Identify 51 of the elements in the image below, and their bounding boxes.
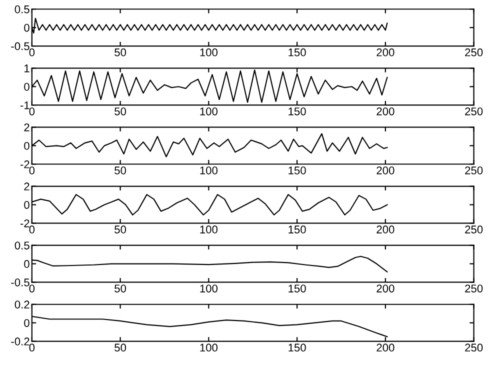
x-tick-label: 200 — [376, 284, 394, 292]
x-tick-label: 150 — [288, 48, 306, 56]
y-tick-label: 0 — [24, 200, 30, 209]
y-tick-label: 0.5 — [14, 5, 30, 14]
y-tick-label: 1 — [24, 64, 30, 72]
y-tick-label: -2 — [20, 219, 30, 228]
x-tick-label: 100 — [200, 107, 218, 116]
x-tick-label: 200 — [376, 226, 394, 234]
y-tick-label: 0 — [24, 82, 30, 91]
x-tick-label: 100 — [200, 226, 218, 234]
y-tick-label: -0.2 — [11, 338, 30, 346]
y-tick-label: 0.5 — [14, 242, 30, 250]
x-tick-label: 100 — [200, 344, 218, 352]
y-tick-label: -1 — [20, 101, 30, 110]
x-tick-label: 250 — [465, 166, 483, 174]
x-tick-label: 250 — [465, 48, 483, 56]
x-tick-label: 250 — [465, 284, 483, 292]
x-tick-label: 50 — [114, 226, 126, 234]
x-tick-label: 250 — [465, 226, 483, 234]
x-tick-label: 100 — [200, 48, 218, 56]
x-tick-label: 250 — [465, 344, 483, 352]
x-tick-label: 0 — [29, 284, 35, 292]
x-tick-label: 150 — [288, 226, 306, 234]
x-tick-label: 250 — [465, 107, 483, 116]
x-tick-label: 0 — [29, 166, 35, 174]
x-tick-label: 150 — [288, 107, 306, 116]
y-tick-label: 2 — [24, 123, 30, 132]
x-tick-label: 100 — [200, 284, 218, 292]
y-tick-label: 0 — [24, 319, 30, 327]
y-tick-label: -0.5 — [11, 278, 30, 286]
y-tick-label: -2 — [20, 160, 30, 168]
x-tick-label: 50 — [114, 344, 126, 352]
x-tick-label: 150 — [288, 166, 306, 174]
x-tick-label: 50 — [114, 284, 126, 292]
x-tick-label: 50 — [114, 107, 126, 116]
y-tick-label: 0 — [24, 24, 30, 32]
x-tick-label: 0 — [29, 226, 35, 234]
x-tick-label: 100 — [200, 166, 218, 174]
x-tick-label: 200 — [376, 48, 394, 56]
y-tick-label: 0.2 — [14, 300, 30, 309]
x-tick-label: 200 — [376, 344, 394, 352]
x-tick-label: 50 — [114, 166, 126, 174]
y-tick-label: 0 — [24, 260, 30, 268]
x-tick-label: 50 — [114, 48, 126, 56]
x-tick-label: 200 — [376, 166, 394, 174]
x-tick-label: 150 — [288, 284, 306, 292]
y-tick-label: 0 — [24, 142, 30, 150]
y-tick-label: -0.5 — [11, 42, 30, 50]
x-tick-label: 200 — [376, 107, 394, 116]
x-tick-label: 150 — [288, 344, 306, 352]
y-tick-label: 2 — [24, 182, 30, 190]
